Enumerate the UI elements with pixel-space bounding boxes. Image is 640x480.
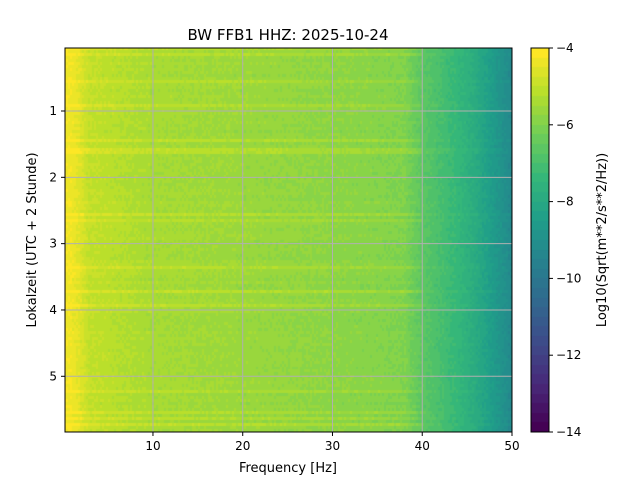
colorbar-tick-label: −10 xyxy=(556,271,581,285)
x-tick-label: 50 xyxy=(504,439,519,453)
colorbar-tick-label: −4 xyxy=(556,41,574,55)
colorbar-tick-label: −14 xyxy=(556,425,581,439)
chart-title: BW FFB1 HHZ: 2025-10-24 xyxy=(187,26,388,44)
x-tick-label: 10 xyxy=(145,439,160,453)
colorbar-tick-label: −12 xyxy=(556,348,581,362)
y-tick-label: 2 xyxy=(49,170,57,184)
y-tick-label: 3 xyxy=(49,237,57,251)
y-tick-label: 1 xyxy=(49,104,57,118)
spectrogram-image xyxy=(65,48,512,432)
x-tick-label: 20 xyxy=(235,439,250,453)
colorbar-frame xyxy=(530,47,550,433)
colorbar xyxy=(531,48,549,432)
y-tick-label: 4 xyxy=(49,303,57,317)
x-tick-label: 30 xyxy=(325,439,340,453)
colorbar-label: Log10(Sqrt(m**2/s**2/Hz)) xyxy=(595,153,610,327)
grid-lines xyxy=(65,48,513,432)
colorbar-tick-label: −6 xyxy=(556,118,574,132)
y-axis-label: Lokalzeit (UTC + 2 Stunde) xyxy=(25,152,40,327)
x-tick-label: 40 xyxy=(415,439,430,453)
colorbar-tick-label: −8 xyxy=(556,195,574,209)
y-tick-label: 5 xyxy=(49,369,57,383)
plot-frame xyxy=(64,47,513,433)
x-axis-label: Frequency [Hz] xyxy=(239,461,337,476)
